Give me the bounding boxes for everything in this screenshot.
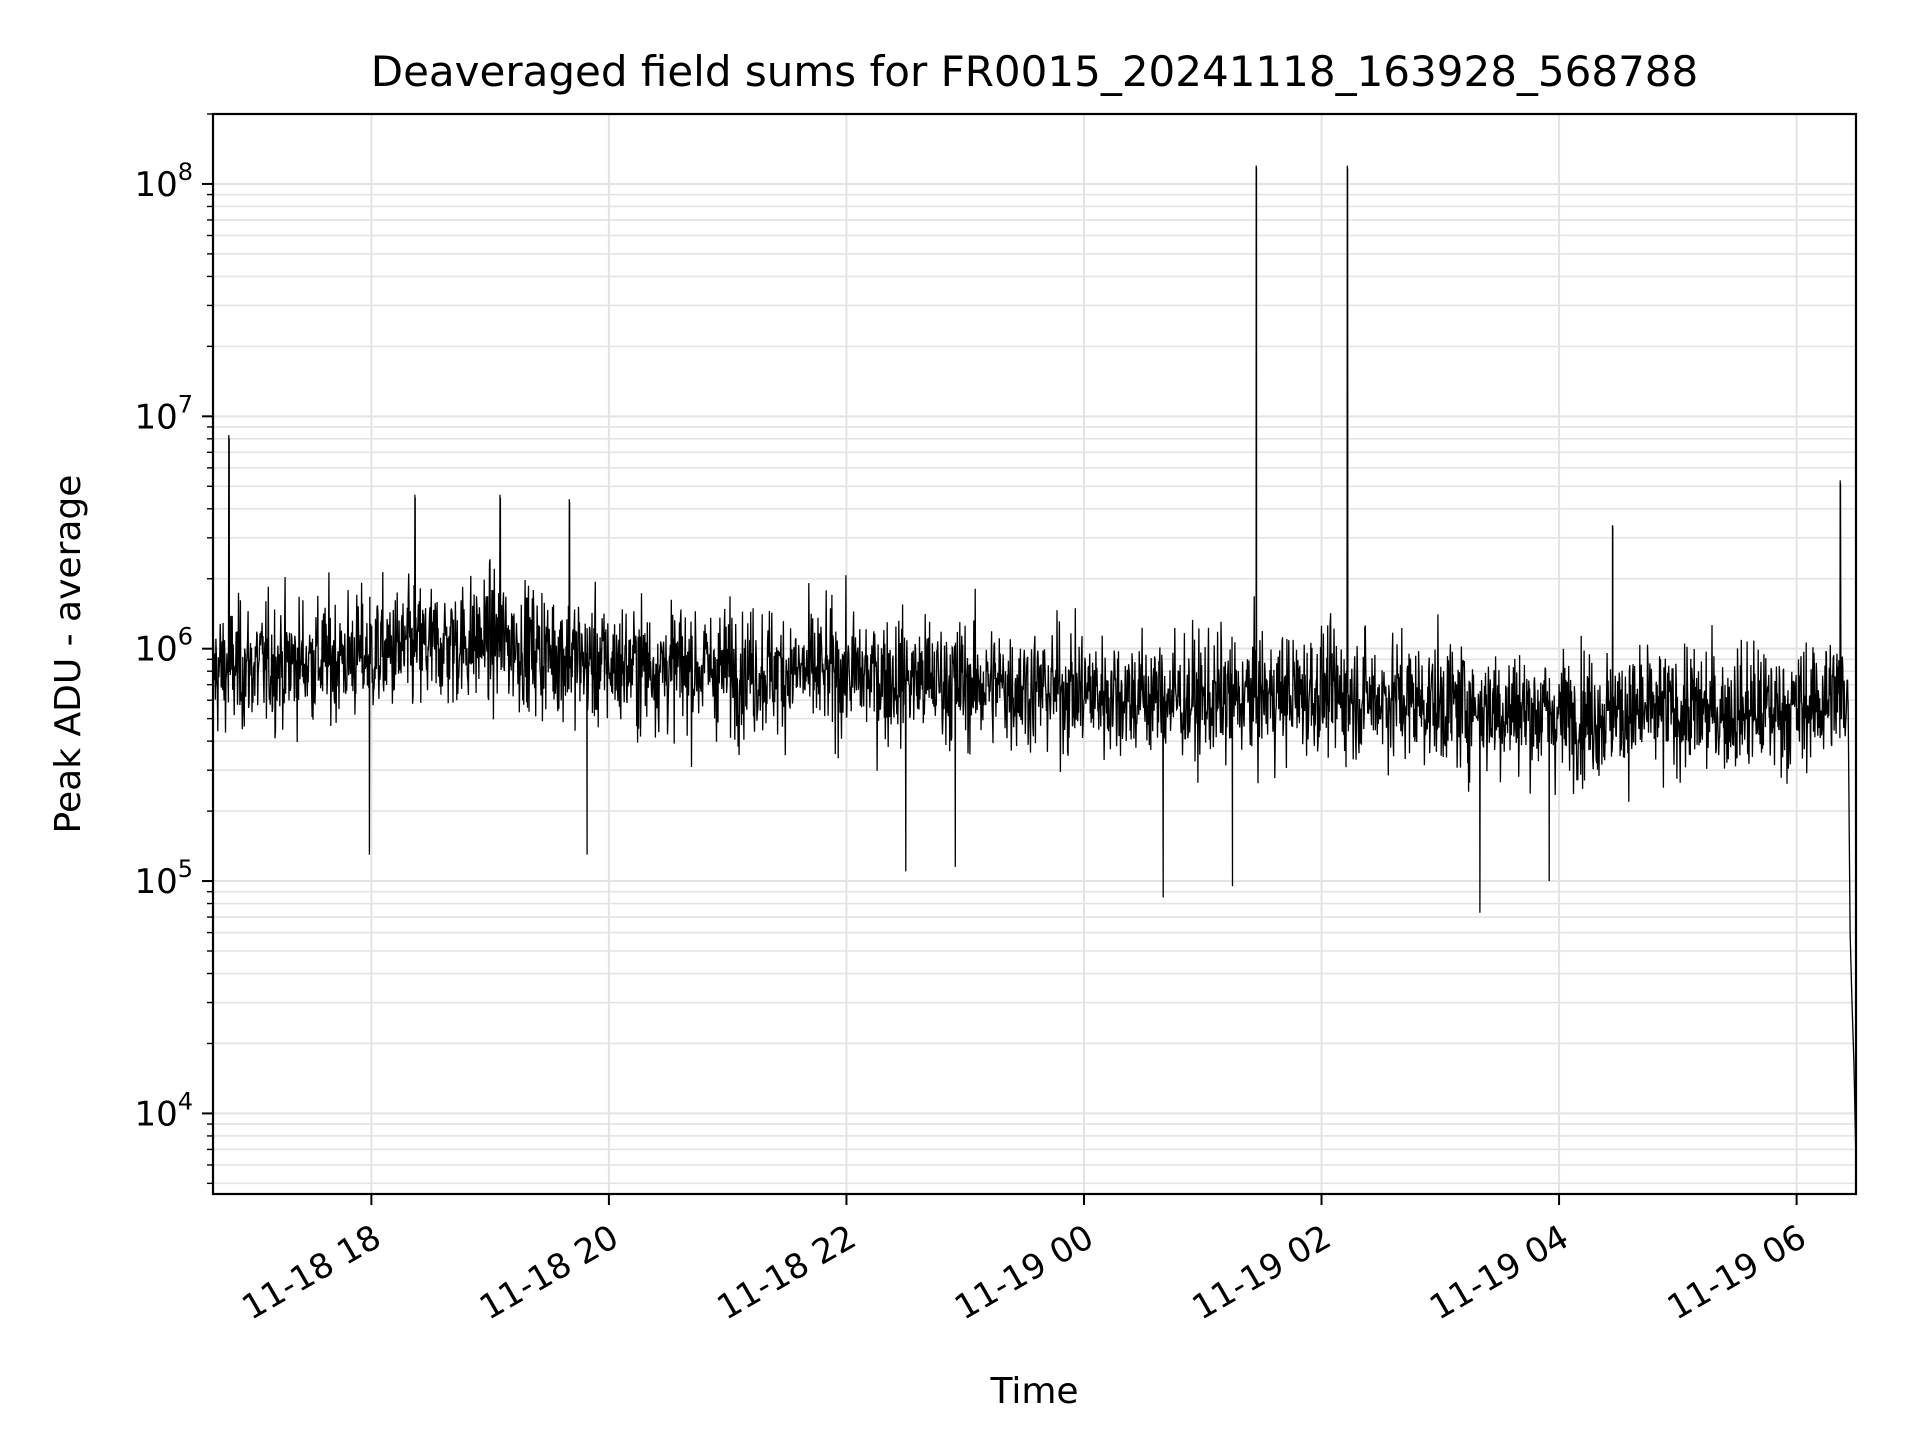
chart-title: Deaveraged field sums for FR0015_2024111… [371,47,1699,96]
series-path [212,165,1857,1166]
x-axis-label: Time [989,1371,1078,1412]
y-tick-label: 106 [134,623,193,670]
plot-frame [211,112,1858,1196]
y-tick-label: 107 [134,390,193,437]
series-line [212,165,1857,1166]
y-axis-ticks: 104 105 106 107 108 [134,113,213,1185]
y-tick-label: 104 [134,1087,193,1134]
y-axis-label: Peak ADU - average [48,475,89,834]
y-tick-label: 108 [134,158,193,205]
y-tick-label: 105 [134,855,193,902]
